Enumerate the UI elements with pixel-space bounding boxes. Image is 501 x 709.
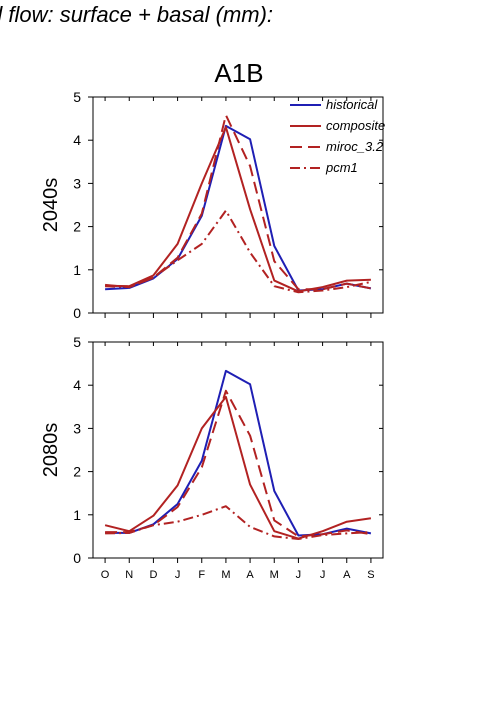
y-tick-label: 4 bbox=[73, 377, 81, 393]
panel-label: 2080s bbox=[40, 423, 62, 478]
legend-label-composite: composite bbox=[326, 118, 385, 133]
figure-header: d flow: surface + basal (mm): bbox=[0, 2, 274, 27]
y-tick-label: 2 bbox=[73, 464, 81, 480]
series-line-pcm1 bbox=[105, 505, 371, 540]
series-line-historical bbox=[105, 369, 372, 537]
plot-frame bbox=[92, 341, 384, 559]
x-tick-label: N bbox=[125, 569, 133, 581]
legend-label-pcm1: pcm1 bbox=[325, 160, 358, 175]
y-tick-label: 3 bbox=[73, 175, 81, 191]
series-line-composite bbox=[105, 126, 371, 293]
series-line-pcm1 bbox=[105, 209, 372, 294]
x-tick-label: A bbox=[343, 569, 351, 581]
chart-panel-2080s: 0 1 2 3 4 5 O N D J F M A M J J A S 2080s bbox=[40, 334, 384, 581]
x-tick-label: F bbox=[198, 569, 205, 581]
plot-frame bbox=[92, 96, 384, 314]
x-tick-label: M bbox=[221, 569, 230, 581]
y-tick-label: 4 bbox=[73, 132, 81, 148]
x-tick-label: J bbox=[320, 569, 326, 581]
x-tick-label: S bbox=[367, 569, 374, 581]
y-tick-label: 5 bbox=[73, 334, 81, 350]
series-line-composite bbox=[104, 395, 372, 540]
x-tick-label: M bbox=[270, 569, 279, 581]
x-tick-label: O bbox=[101, 569, 110, 581]
x-tick-label: A bbox=[246, 569, 254, 581]
legend-label-historical: historical bbox=[326, 97, 378, 112]
panel-label: 2040s bbox=[40, 178, 62, 233]
y-tick-label: 0 bbox=[73, 550, 81, 566]
scenario-title: A1B bbox=[214, 58, 263, 88]
y-tick-label: 3 bbox=[73, 420, 81, 436]
y-tick-label: 5 bbox=[73, 89, 81, 105]
series-line-miroc_3.2 bbox=[105, 389, 372, 538]
y-tick-label: 1 bbox=[73, 262, 81, 278]
x-tick-label: J bbox=[296, 569, 302, 581]
x-tick-label: D bbox=[149, 569, 157, 581]
y-tick-label: 0 bbox=[73, 305, 81, 321]
chart-panel-2040s: 0 1 2 3 4 5 2040s historical composite miroc_3.2p… bbox=[40, 89, 385, 321]
legend-label-miroc_3.2: miroc_3.2 bbox=[326, 139, 384, 154]
legend: historical composite miroc_3.2 pcm1 bbox=[290, 97, 385, 175]
y-tick-label: 1 bbox=[73, 507, 81, 523]
y-tick-label: 2 bbox=[73, 219, 81, 235]
x-tick-label: J bbox=[175, 569, 181, 581]
